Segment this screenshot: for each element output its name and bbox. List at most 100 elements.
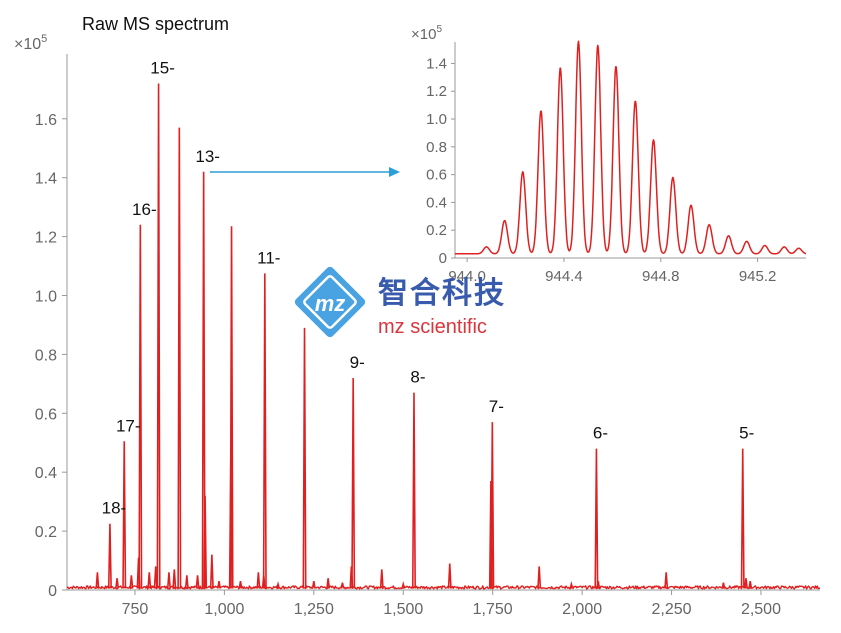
minor-peak [195, 575, 200, 589]
main-peaks [95, 83, 753, 589]
charge-state-peak [138, 224, 143, 589]
inset-y-tick-label: 1.4 [426, 55, 447, 72]
main-y-axis-ticks: 0 0.2 0.4 0.6 0.8 1.0 1.2 1.4 1.6 [35, 112, 67, 600]
minor-peak [340, 582, 345, 589]
charge-state-peak [490, 422, 495, 589]
main-x-tick-label: 750 [122, 601, 149, 618]
inset-x-tick-label: 945.2 [739, 268, 777, 285]
main-x-tick-label: 2,250 [652, 601, 692, 618]
minor-peak [209, 554, 214, 589]
charge-state-label: 9- [350, 353, 365, 372]
main-x-tick-label: 2,000 [562, 601, 602, 618]
logo-english-text: mz scientific [378, 316, 487, 338]
main-y-tick-label: 1.2 [35, 230, 57, 247]
main-spectrum-chart: ×105 Raw MS spectrum 0 0.2 0.4 0.6 0.8 1.0 1.2… [14, 14, 821, 618]
charge-state-peak [107, 523, 112, 589]
main-y-tick-label: 1.0 [35, 288, 57, 305]
charge-state-label: 18- [102, 499, 127, 518]
main-y-tick-label: 0.2 [35, 524, 57, 541]
charge-state-label: 6- [593, 424, 608, 443]
inset-y-tick-label: 0.8 [426, 139, 447, 156]
logo-chinese-text: 智合科技 [378, 276, 506, 310]
charge-state-peak [122, 441, 127, 589]
charge-state-peak [594, 448, 599, 589]
main-chart-title: Raw MS spectrum [82, 14, 229, 34]
minor-peak [379, 569, 384, 589]
inset-x-tick-label: 944.4 [545, 268, 583, 285]
minor-peak [184, 575, 189, 589]
charge-state-label: 11- [257, 248, 280, 267]
inset-x-tick-label: 944.8 [642, 268, 680, 285]
minor-peak [326, 578, 331, 589]
inset-y-axis-ticks: 0 0.2 0.4 0.6 0.8 1.0 1.2 1.4 [426, 55, 455, 267]
minor-peak [276, 581, 281, 589]
inset-y-tick-label: 0.2 [426, 222, 447, 239]
inset-isotope-chart: ×105 00.20.40.60.81.01.21.4 944.0 944.4 94… [411, 24, 820, 285]
inset-y-tick-label: 0 [439, 250, 447, 267]
charge-state-label: 17- [116, 416, 141, 435]
minor-peak [721, 582, 726, 589]
inset-isotope-trace [454, 40, 807, 255]
minor-peak [217, 581, 222, 589]
main-x-tick-label: 2,500 [741, 601, 781, 618]
charge-state-peak [411, 392, 416, 589]
inset-y-tick-label: 1.2 [426, 83, 447, 100]
charge-state-peak [229, 226, 234, 589]
inset-x-tick-label: 944.0 [448, 268, 486, 285]
minor-peak [311, 581, 316, 589]
charge-state-label: 7- [489, 397, 504, 416]
main-y-tick-label: 0.8 [35, 347, 57, 364]
minor-peak [256, 572, 261, 589]
main-y-tick-label: 1.6 [35, 112, 57, 129]
main-x-tick-label: 1,750 [473, 601, 513, 618]
minor-peak [95, 572, 100, 589]
inset-x-axis-ticks: 944.0 944.4 944.8 945.2 [448, 258, 776, 285]
minor-peak [172, 569, 177, 589]
charge-state-peak [262, 273, 267, 589]
minor-peak [537, 566, 542, 589]
charge-state-labels: 18- 17- 16- 15- 13- 11- 9- 8- 7- 6- 5- [102, 58, 755, 517]
charge-state-label: 16- [132, 200, 157, 219]
main-x-axis-ticks: 750 1,000 1,250 1,500 1,750 2,000 2,250 2,500 [122, 590, 781, 618]
charge-state-label: 15- [150, 58, 175, 77]
charge-state-label: 13- [195, 147, 220, 166]
charge-state-peak [201, 171, 206, 589]
minor-peak [748, 581, 753, 589]
main-spectrum-trace [66, 585, 821, 590]
minor-peak [569, 581, 574, 589]
minor-peak [115, 578, 120, 589]
main-x-tick-label: 1,250 [294, 601, 334, 618]
inset-y-tick-label: 0.6 [426, 167, 447, 184]
minor-peak [743, 578, 748, 589]
minor-peak [147, 572, 152, 589]
charge-state-peak [740, 448, 745, 589]
minor-peak [401, 581, 406, 589]
watermark-logo: mz 智合科技 mz scientific [294, 266, 506, 338]
minor-peak [153, 566, 158, 589]
charge-state-peak [177, 127, 182, 589]
inset-multiplier-label: ×105 [411, 24, 442, 43]
main-y-tick-label: 0 [48, 583, 57, 600]
charge-state-peak [351, 377, 356, 589]
charge-state-peak [156, 83, 161, 589]
main-y-tick-label: 0.6 [35, 406, 57, 423]
charge-state-label: 8- [410, 368, 425, 387]
charge-state-peak [302, 327, 307, 589]
logo-diamond-icon [294, 266, 366, 338]
minor-peak [664, 572, 669, 589]
inset-y-tick-label: 1.0 [426, 111, 447, 128]
minor-peak [238, 581, 243, 589]
logo-badge-text: mz [315, 291, 346, 316]
minor-peak [129, 575, 134, 589]
main-y-tick-label: 1.4 [35, 171, 57, 188]
charge-state-label: 5- [739, 424, 754, 443]
minor-peak [166, 572, 171, 589]
main-x-tick-label: 1,000 [204, 601, 244, 618]
inset-y-tick-label: 0.4 [426, 194, 447, 211]
zoom-arrow [210, 167, 400, 177]
main-multiplier-label: ×105 [14, 33, 47, 53]
minor-peak [447, 563, 452, 589]
main-y-tick-label: 0.4 [35, 465, 57, 482]
main-x-tick-label: 1,500 [383, 601, 423, 618]
